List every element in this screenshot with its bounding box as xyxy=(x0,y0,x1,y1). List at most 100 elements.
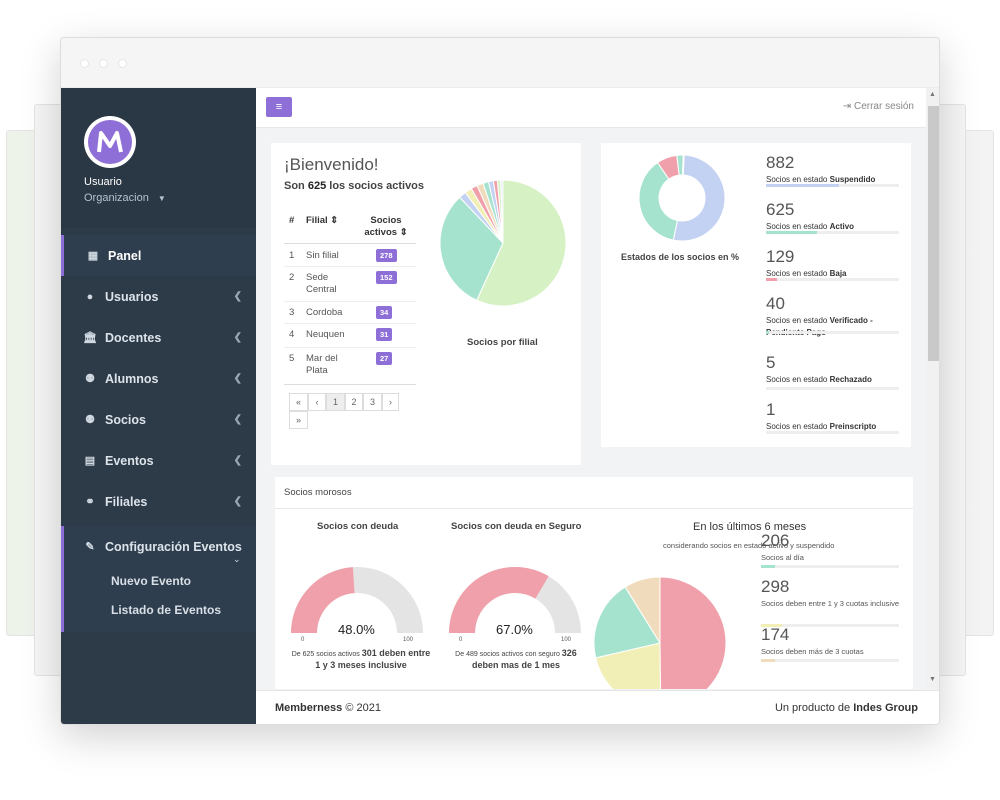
footer-company: Indes Group xyxy=(853,702,918,714)
morosos-title: Socios morosos xyxy=(284,487,352,498)
footer-credit: Un producto de Indes Group xyxy=(775,702,918,714)
sidebar-item-filiales[interactable]: ⚭ Filiales ❮ xyxy=(61,481,256,522)
footer: Memberness © 2021 Un producto de Indes G… xyxy=(256,690,939,724)
scroll-up-icon[interactable]: ▲ xyxy=(929,91,936,98)
sidebar-item-eventos[interactable]: ▤ Eventos ❮ xyxy=(61,440,256,481)
estado-label: Socios en estado Rechazado xyxy=(766,374,896,386)
page-3[interactable]: 3 xyxy=(363,393,382,411)
estados-donut-chart[interactable] xyxy=(636,152,728,244)
calendar-icon: ▤ xyxy=(84,455,96,467)
filial-pie-chart[interactable] xyxy=(436,176,571,311)
estado-donut-slice[interactable] xyxy=(682,154,685,176)
divider xyxy=(284,384,416,385)
topbar: ≡ ⇥ Cerrar sesión xyxy=(256,88,926,128)
gauge2-value: 67.0% xyxy=(496,622,533,637)
divider xyxy=(284,347,416,348)
sidebar-subitem-nuevo-evento[interactable]: Nuevo Evento xyxy=(111,574,192,588)
estado-count: 129 xyxy=(766,247,795,266)
page-next[interactable]: › xyxy=(382,393,399,411)
last6-pie-slice[interactable] xyxy=(624,576,661,645)
row-number: 5 xyxy=(289,353,295,364)
estado-count: 882 xyxy=(766,153,795,172)
estado-donut-slice[interactable] xyxy=(672,154,726,242)
logout-icon: ⇥ xyxy=(842,101,852,112)
col-header-filial[interactable]: Filial ⇕ xyxy=(306,215,338,226)
sidebar-item-label: Socios xyxy=(105,412,146,427)
estados-caption: Estados de los socios en % xyxy=(621,252,740,262)
filial-pie-slice[interactable] xyxy=(439,196,504,301)
table-row[interactable]: 4 Neuquen 31 xyxy=(284,327,416,341)
sidebar-item-label: Usuarios xyxy=(105,289,159,304)
main-content: ≡ ⇥ Cerrar sesión ▲ ▼ ¡Bienvenido! Son 6… xyxy=(256,88,939,724)
footer-brand: Memberness xyxy=(275,702,343,714)
footer-copyright: Memberness © 2021 xyxy=(275,702,381,714)
sidebar-subitem-listado-eventos[interactable]: Listado de Eventos xyxy=(111,603,222,617)
filial-pie-slice[interactable] xyxy=(500,179,504,244)
estado-count: 1 xyxy=(766,400,776,419)
scroll-down-icon[interactable]: ▼ xyxy=(929,676,936,683)
logout-label: Cerrar sesión xyxy=(853,101,914,112)
sidebar-item-config-eventos[interactable]: ✎ Configuración Eventos xyxy=(61,526,256,567)
col-header-socios[interactable]: Socios activos ⇕ xyxy=(361,215,411,239)
estado-progress-bar xyxy=(766,278,899,281)
insurance-debt-gauge[interactable] xyxy=(445,563,585,635)
sort-icon: ⇕ xyxy=(330,215,339,226)
table-row[interactable]: 5 Mar del Plata 27 xyxy=(284,351,416,376)
sidebar-item-panel[interactable]: ▦ Panel xyxy=(61,235,256,276)
row-filial: Sin filial xyxy=(306,250,339,261)
sidebar-item-alumnos[interactable]: ⚉ Alumnos ❮ xyxy=(61,358,256,399)
hamburger-icon: ≡ xyxy=(275,101,283,113)
estado-count: 40 xyxy=(766,294,785,313)
page-1[interactable]: 1 xyxy=(326,393,345,411)
estado-prefix: Socios en estado xyxy=(766,222,830,231)
estado-progress-fill xyxy=(766,278,777,281)
table-row[interactable]: 2 Sede Central 152 xyxy=(284,270,416,295)
sidebar-item-usuarios[interactable]: ● Usuarios ❮ xyxy=(61,276,256,317)
sidebar-item-socios[interactable]: ⚉ Socios ❮ xyxy=(61,399,256,440)
brand-logo[interactable] xyxy=(84,116,136,168)
table-row[interactable]: 3 Cordoba 34 xyxy=(284,305,416,319)
scrollbar-thumb[interactable] xyxy=(928,106,939,361)
chevron-left-icon: ❮ xyxy=(233,373,242,384)
sidebar-item-label: Eventos xyxy=(105,453,154,468)
estado-progress-bar xyxy=(766,331,899,334)
divider xyxy=(275,508,913,509)
col-header-label: Socios activos xyxy=(364,215,402,238)
scrollbar[interactable]: ▲ ▼ xyxy=(926,88,939,688)
sidebar-item-docentes[interactable]: 🏛 Docentes ❮ xyxy=(61,317,256,358)
filial-pie-slice[interactable] xyxy=(476,179,567,307)
estado-prefix: Socios en estado xyxy=(766,375,830,384)
last6-count: 206 xyxy=(761,531,790,550)
window-dot xyxy=(80,59,89,68)
estado-label: Socios en estado Preinscripto xyxy=(766,421,896,433)
page-prev[interactable]: ‹ xyxy=(308,393,326,411)
page-first[interactable]: « xyxy=(289,393,308,411)
logout-link[interactable]: ⇥ Cerrar sesión xyxy=(843,101,914,112)
sidebar: Usuario Organizacion ▼ ▦ Panel ● Usuario… xyxy=(61,88,256,724)
page-last[interactable]: » xyxy=(289,411,308,429)
estado-prefix: Socios en estado xyxy=(766,175,830,184)
page-2[interactable]: 2 xyxy=(345,393,363,411)
estados-card: Estados de los socios en % 882 Socios en … xyxy=(601,143,911,447)
estado-donut-slice[interactable] xyxy=(638,161,678,241)
last6-pie-slice[interactable] xyxy=(659,576,727,689)
welcome-title: ¡Bienvenido! xyxy=(284,155,379,174)
estado-label: Socios en estado Verificado - Pendiente … xyxy=(766,315,896,339)
gauge1-value: 48.0% xyxy=(338,622,375,637)
menu-toggle-button[interactable]: ≡ xyxy=(266,97,292,117)
table-row[interactable]: 1 Sin filial 278 xyxy=(284,248,416,262)
gauge1-desc: De 625 socios activos 301 deben entre 1 … xyxy=(291,648,431,672)
last6-pie-slice[interactable] xyxy=(593,586,661,659)
last6-progress-bar xyxy=(761,624,899,627)
estado-name: Rechazado xyxy=(829,375,872,384)
row-number: 3 xyxy=(289,307,295,318)
estado-progress-bar xyxy=(766,231,899,234)
org-selector[interactable]: Organizacion ▼ xyxy=(84,192,166,204)
estado-progress-fill xyxy=(766,331,769,334)
window-titlebar xyxy=(61,38,939,88)
estado-label: Socios en estado Suspendido xyxy=(766,174,896,186)
last6-progress-fill xyxy=(761,565,775,568)
last6-pie-chart[interactable] xyxy=(593,567,743,689)
debt-gauge[interactable] xyxy=(287,563,427,635)
